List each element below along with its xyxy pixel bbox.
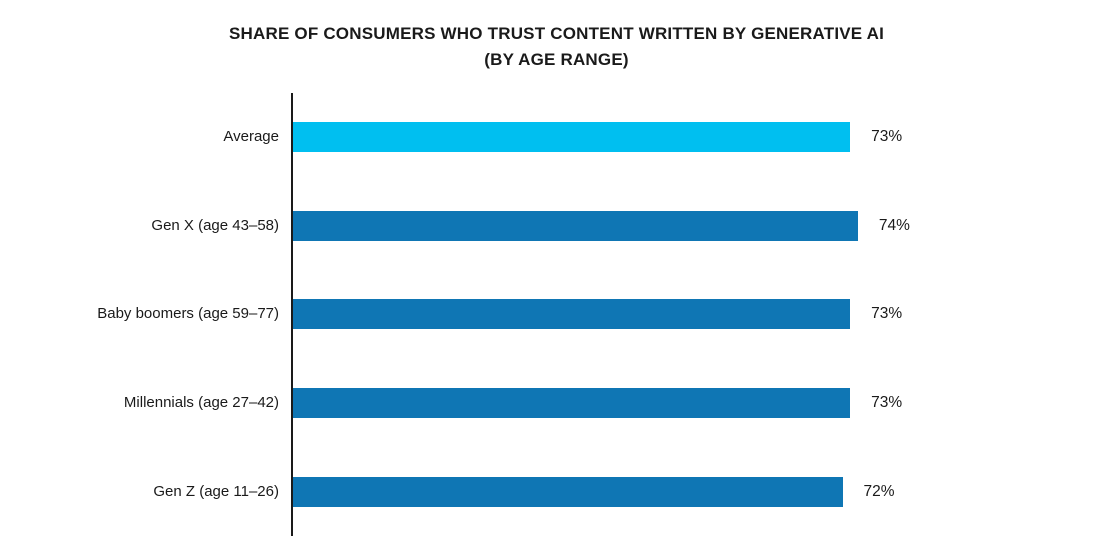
value-label-baby-boomers: 73% — [871, 305, 903, 323]
chart-title: SHARE OF CONSUMERS WHO TRUST CONTENT WRI… — [0, 21, 1113, 73]
category-label-gen-x: Gen X (age 43–58) — [151, 216, 279, 234]
value-label-average: 73% — [871, 128, 903, 146]
bar-track-gen-x: 74% — [291, 182, 1113, 271]
bar-row-gen-z: Gen Z (age 11–26) 72% — [0, 447, 1113, 536]
chart-title-line1: SHARE OF CONSUMERS WHO TRUST CONTENT WRI… — [228, 24, 885, 43]
bar-row-baby-boomers: Baby boomers (age 59–77) 73% — [0, 270, 1113, 359]
value-label-gen-x: 74% — [878, 216, 910, 234]
bar-row-average: Average 73% — [0, 93, 1113, 182]
bar-track-gen-z: 72% — [291, 447, 1113, 536]
bar-row-millennials: Millennials (age 27–42) 73% — [0, 359, 1113, 448]
chart-title-line2: (BY AGE RANGE) — [484, 50, 629, 69]
bar-average — [291, 122, 851, 153]
y-axis-line — [291, 93, 293, 536]
bar-track-baby-boomers: 73% — [291, 270, 1113, 359]
value-label-millennials: 73% — [871, 394, 903, 412]
category-label-millennials: Millennials (age 27–42) — [123, 394, 279, 412]
bar-gen-z — [291, 476, 843, 507]
plot-area: Average 73% Gen X (age 43–58) 74% Baby b… — [0, 93, 1113, 536]
bar-baby-boomers — [291, 299, 851, 330]
category-label-baby-boomers: Baby boomers (age 59–77) — [97, 305, 279, 323]
value-label-gen-z: 72% — [863, 482, 895, 500]
bar-millennials — [291, 388, 851, 419]
category-label-average: Average — [223, 128, 279, 146]
category-label-gen-z: Gen Z (age 11–26) — [153, 482, 279, 500]
bar-track-millennials: 73% — [291, 359, 1113, 448]
bar-row-gen-x: Gen X (age 43–58) 74% — [0, 182, 1113, 271]
bar-gen-x — [291, 210, 858, 241]
bar-track-average: 73% — [291, 93, 1113, 182]
